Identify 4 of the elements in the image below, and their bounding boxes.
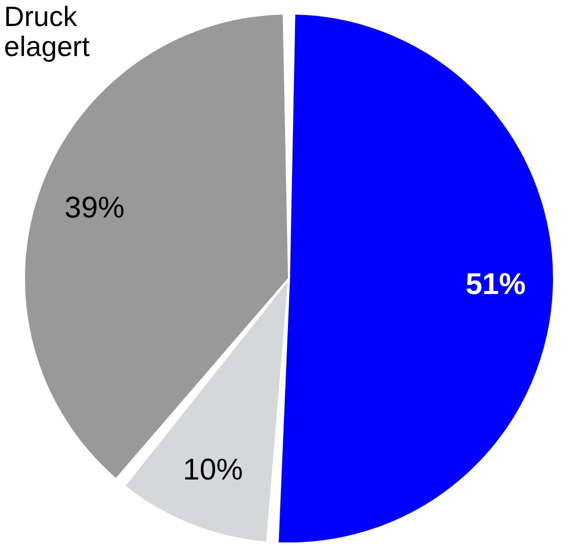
data-label: 10% [182,454,243,487]
data-label: 51% [466,268,526,301]
data-label: 39% [64,191,125,224]
text: Druck elagert [4,1,90,62]
